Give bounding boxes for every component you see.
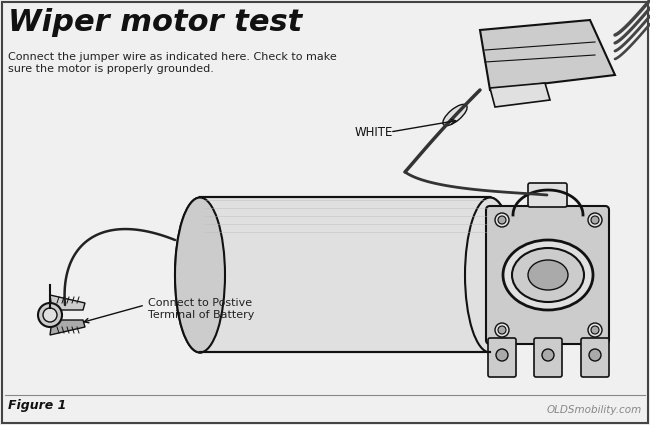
FancyBboxPatch shape — [528, 183, 567, 207]
Circle shape — [542, 349, 554, 361]
Polygon shape — [490, 83, 550, 107]
Circle shape — [591, 326, 599, 334]
Ellipse shape — [465, 198, 515, 352]
Circle shape — [495, 323, 509, 337]
FancyBboxPatch shape — [488, 338, 516, 377]
Text: WHITE: WHITE — [355, 125, 393, 139]
FancyBboxPatch shape — [581, 338, 609, 377]
Circle shape — [496, 349, 508, 361]
Circle shape — [591, 216, 599, 224]
Circle shape — [588, 323, 602, 337]
Ellipse shape — [512, 248, 584, 302]
Circle shape — [588, 213, 602, 227]
Polygon shape — [50, 320, 85, 335]
Ellipse shape — [503, 240, 593, 310]
Ellipse shape — [528, 260, 568, 290]
Text: Connect the jumper wire as indicated here. Check to make: Connect the jumper wire as indicated her… — [8, 52, 337, 62]
Text: Connect to Postive
Terminal of Battery: Connect to Postive Terminal of Battery — [148, 298, 254, 320]
Polygon shape — [480, 20, 615, 90]
Text: Wiper motor test: Wiper motor test — [8, 8, 302, 37]
Circle shape — [498, 216, 506, 224]
Ellipse shape — [465, 198, 515, 352]
FancyBboxPatch shape — [486, 206, 609, 344]
Circle shape — [38, 303, 62, 327]
Polygon shape — [50, 295, 85, 310]
Circle shape — [498, 326, 506, 334]
Text: sure the motor is properly grounded.: sure the motor is properly grounded. — [8, 64, 214, 74]
Circle shape — [495, 213, 509, 227]
Ellipse shape — [443, 104, 467, 126]
Bar — [200, 197, 490, 352]
Text: OLDSmobility.com: OLDSmobility.com — [547, 405, 642, 415]
Circle shape — [589, 349, 601, 361]
Ellipse shape — [175, 198, 225, 352]
FancyBboxPatch shape — [534, 338, 562, 377]
Ellipse shape — [175, 198, 225, 352]
Circle shape — [43, 308, 57, 322]
Text: Figure 1: Figure 1 — [8, 399, 66, 411]
